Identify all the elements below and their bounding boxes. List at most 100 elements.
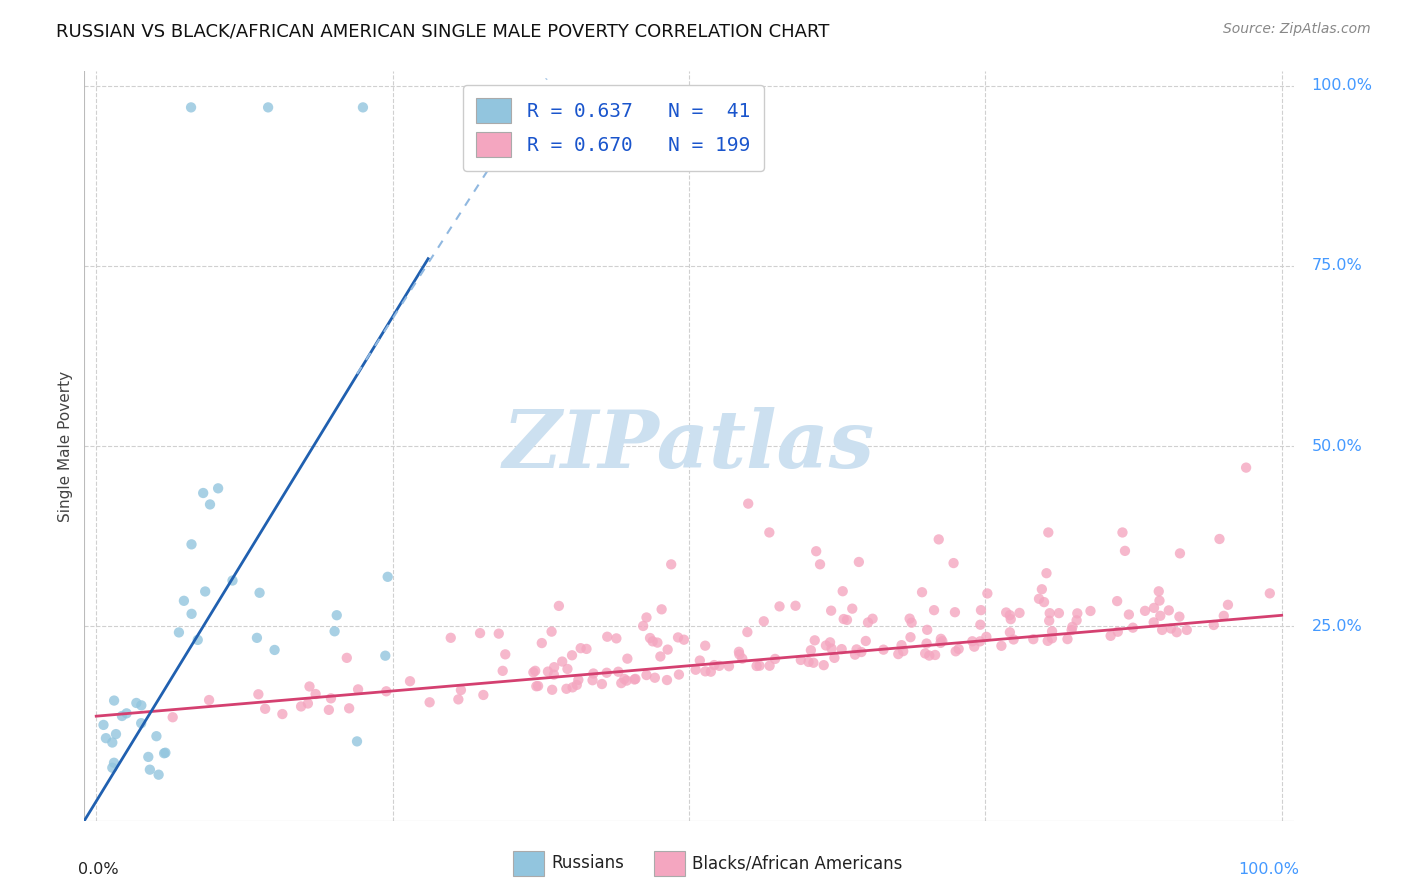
Point bbox=[1008, 606, 1031, 620]
Point bbox=[641, 634, 664, 648]
Point bbox=[1062, 620, 1084, 634]
Point bbox=[898, 612, 921, 626]
Point bbox=[1122, 621, 1144, 635]
Point bbox=[616, 673, 638, 688]
Point bbox=[1152, 623, 1174, 637]
Point bbox=[845, 642, 868, 657]
Point bbox=[1099, 629, 1122, 643]
Point bbox=[998, 625, 1021, 640]
Point bbox=[818, 635, 841, 649]
Point bbox=[1234, 460, 1257, 475]
Point bbox=[492, 664, 515, 678]
Point bbox=[561, 648, 583, 663]
Point bbox=[900, 615, 922, 630]
Point bbox=[567, 673, 589, 687]
Point bbox=[748, 658, 770, 673]
Point bbox=[636, 668, 658, 682]
Point bbox=[1080, 604, 1102, 618]
Point bbox=[336, 651, 359, 665]
Point bbox=[752, 614, 775, 628]
Point bbox=[591, 677, 613, 691]
Point bbox=[685, 663, 707, 677]
Point bbox=[1038, 525, 1060, 540]
Point bbox=[263, 643, 285, 657]
Point bbox=[93, 718, 115, 732]
Point bbox=[624, 672, 647, 686]
Point bbox=[970, 603, 993, 617]
Point bbox=[924, 648, 946, 662]
Point bbox=[198, 693, 221, 707]
Point bbox=[922, 603, 945, 617]
Point bbox=[561, 681, 583, 695]
Point bbox=[1000, 612, 1022, 626]
Point bbox=[582, 666, 605, 681]
Text: Blacks/African Americans: Blacks/African Americans bbox=[692, 855, 903, 872]
Point bbox=[145, 729, 167, 743]
Point bbox=[814, 639, 837, 653]
Point bbox=[666, 631, 689, 645]
Point bbox=[537, 665, 560, 679]
Point bbox=[657, 642, 679, 657]
Point bbox=[111, 709, 134, 723]
Point bbox=[377, 570, 399, 584]
Text: ZIPatlas: ZIPatlas bbox=[503, 408, 875, 484]
Text: 50.0%: 50.0% bbox=[1312, 439, 1362, 453]
Point bbox=[1035, 566, 1057, 581]
Point bbox=[541, 682, 564, 697]
Point bbox=[969, 634, 991, 648]
Point bbox=[1039, 606, 1062, 620]
Point bbox=[207, 481, 229, 495]
Point bbox=[616, 651, 638, 665]
Point bbox=[887, 647, 910, 661]
Point bbox=[945, 644, 967, 658]
Point bbox=[1143, 600, 1166, 615]
Point bbox=[565, 678, 588, 692]
Point bbox=[915, 636, 938, 650]
Point bbox=[709, 658, 731, 673]
Point bbox=[700, 665, 723, 679]
Point bbox=[914, 647, 936, 661]
Point bbox=[728, 648, 751, 662]
Text: 75.0%: 75.0% bbox=[1312, 259, 1362, 273]
Point bbox=[790, 653, 813, 667]
Point bbox=[831, 584, 853, 599]
Point bbox=[131, 698, 153, 713]
Point bbox=[374, 648, 396, 663]
Point bbox=[155, 746, 177, 760]
Point bbox=[823, 651, 845, 665]
Point bbox=[1028, 591, 1050, 606]
Point bbox=[918, 648, 941, 663]
Point bbox=[1175, 623, 1198, 637]
Point bbox=[655, 673, 678, 687]
Point bbox=[969, 617, 991, 632]
Point bbox=[198, 498, 221, 512]
Point bbox=[717, 659, 740, 673]
Point bbox=[419, 695, 441, 709]
Point bbox=[115, 706, 138, 721]
Point bbox=[1107, 594, 1129, 608]
Point bbox=[1133, 604, 1156, 618]
Point bbox=[318, 703, 340, 717]
Point bbox=[180, 607, 202, 621]
Point bbox=[1168, 546, 1191, 560]
Point bbox=[928, 533, 950, 547]
Point bbox=[848, 555, 870, 569]
Point bbox=[326, 608, 349, 623]
Point bbox=[976, 586, 998, 600]
Point bbox=[1143, 615, 1166, 630]
Point bbox=[806, 544, 828, 558]
Point bbox=[659, 558, 682, 572]
Point bbox=[631, 619, 654, 633]
Point bbox=[1160, 622, 1182, 636]
Point bbox=[522, 665, 544, 680]
Point bbox=[929, 636, 952, 650]
Point bbox=[835, 613, 858, 627]
Point bbox=[647, 635, 669, 649]
Point bbox=[352, 100, 374, 114]
Point bbox=[180, 537, 202, 551]
Point bbox=[1040, 632, 1063, 646]
Point bbox=[187, 632, 209, 647]
Point bbox=[304, 687, 326, 701]
Point bbox=[613, 672, 636, 686]
Text: RUSSIAN VS BLACK/AFRICAN AMERICAN SINGLE MALE POVERTY CORRELATION CHART: RUSSIAN VS BLACK/AFRICAN AMERICAN SINGLE… bbox=[56, 22, 830, 40]
